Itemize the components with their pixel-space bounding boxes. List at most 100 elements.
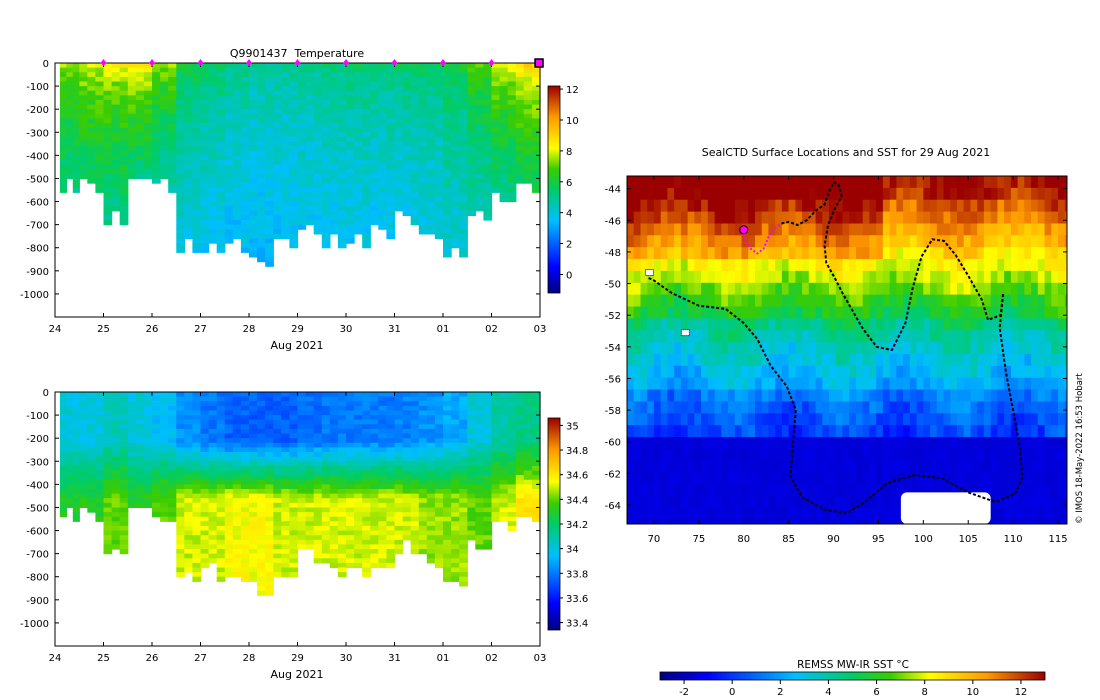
sst-cell (761, 496, 769, 509)
cell (354, 544, 363, 550)
sst-cell (748, 330, 756, 343)
cell (232, 470, 242, 476)
cell (491, 484, 501, 490)
cell (426, 127, 436, 133)
cell (87, 63, 96, 69)
cell (103, 192, 113, 198)
cell (249, 392, 258, 398)
cell (402, 521, 412, 527)
cell (313, 401, 323, 407)
sst-cell (701, 247, 709, 260)
cell (467, 512, 476, 518)
cell (160, 475, 169, 481)
cell (184, 206, 193, 212)
cell (216, 187, 226, 193)
cell (192, 484, 202, 490)
sst-cell (768, 365, 776, 379)
sst-cell (734, 342, 743, 355)
cell (451, 562, 460, 569)
cell (143, 123, 153, 129)
sst-cell (667, 448, 675, 462)
cell (386, 470, 396, 476)
cell (143, 173, 153, 179)
cell (119, 81, 129, 87)
sst-cell (701, 354, 709, 367)
cell (491, 456, 501, 462)
cell (499, 493, 509, 499)
sst-cell (640, 330, 648, 343)
cell (257, 484, 266, 490)
cell (127, 132, 137, 138)
cell (386, 498, 396, 504)
cell (297, 442, 307, 448)
cell (176, 502, 185, 508)
cell (208, 539, 218, 545)
cell (143, 461, 153, 467)
cell (523, 461, 533, 467)
cell (216, 238, 226, 244)
sst-cell (748, 365, 756, 379)
cell (72, 498, 80, 504)
cell (176, 544, 185, 550)
sst-cell (653, 520, 662, 524)
cell (273, 558, 282, 564)
cell (467, 72, 476, 78)
cell (434, 99, 444, 106)
cell (297, 136, 307, 143)
cell (354, 558, 363, 564)
sst-cell (667, 342, 675, 355)
cell (184, 442, 193, 448)
cell (378, 169, 387, 175)
cell (176, 146, 185, 152)
cell (289, 447, 299, 453)
cell (313, 424, 323, 430)
cell (321, 136, 331, 143)
cell (418, 535, 428, 541)
cell (59, 433, 67, 439)
cell (426, 160, 436, 166)
cell (265, 123, 274, 129)
cell (443, 572, 452, 578)
cell (329, 562, 339, 569)
cell (313, 484, 323, 490)
cell (378, 428, 387, 435)
cell (410, 516, 420, 522)
sst-cell (667, 460, 675, 474)
sst-cell (660, 460, 668, 474)
cell (475, 438, 484, 444)
cell (337, 155, 347, 161)
cell (240, 461, 250, 467)
sst-cell (627, 389, 635, 402)
cell (418, 123, 428, 129)
cell (224, 475, 234, 481)
cell (127, 433, 137, 439)
cell (523, 118, 533, 124)
sst-cell (660, 448, 668, 462)
cell (321, 493, 331, 499)
cell (143, 118, 153, 124)
cell (208, 150, 218, 156)
cell (499, 396, 509, 402)
cell (281, 67, 290, 73)
cell (127, 118, 137, 124)
cell (329, 438, 339, 444)
cell (208, 456, 218, 462)
cell (184, 424, 193, 430)
cell (297, 470, 307, 476)
cell (402, 396, 412, 402)
cell (289, 127, 299, 133)
cell (127, 173, 137, 179)
cell (321, 104, 331, 110)
cell (459, 238, 468, 244)
cell (483, 206, 493, 212)
cell (240, 178, 250, 184)
sst-cell (653, 211, 662, 225)
cell (200, 233, 210, 240)
cell (249, 192, 258, 198)
sst-cell (741, 235, 749, 248)
cell (216, 489, 226, 495)
cell (378, 220, 387, 226)
cell (184, 438, 193, 444)
cell (59, 173, 67, 179)
cell (434, 521, 444, 527)
